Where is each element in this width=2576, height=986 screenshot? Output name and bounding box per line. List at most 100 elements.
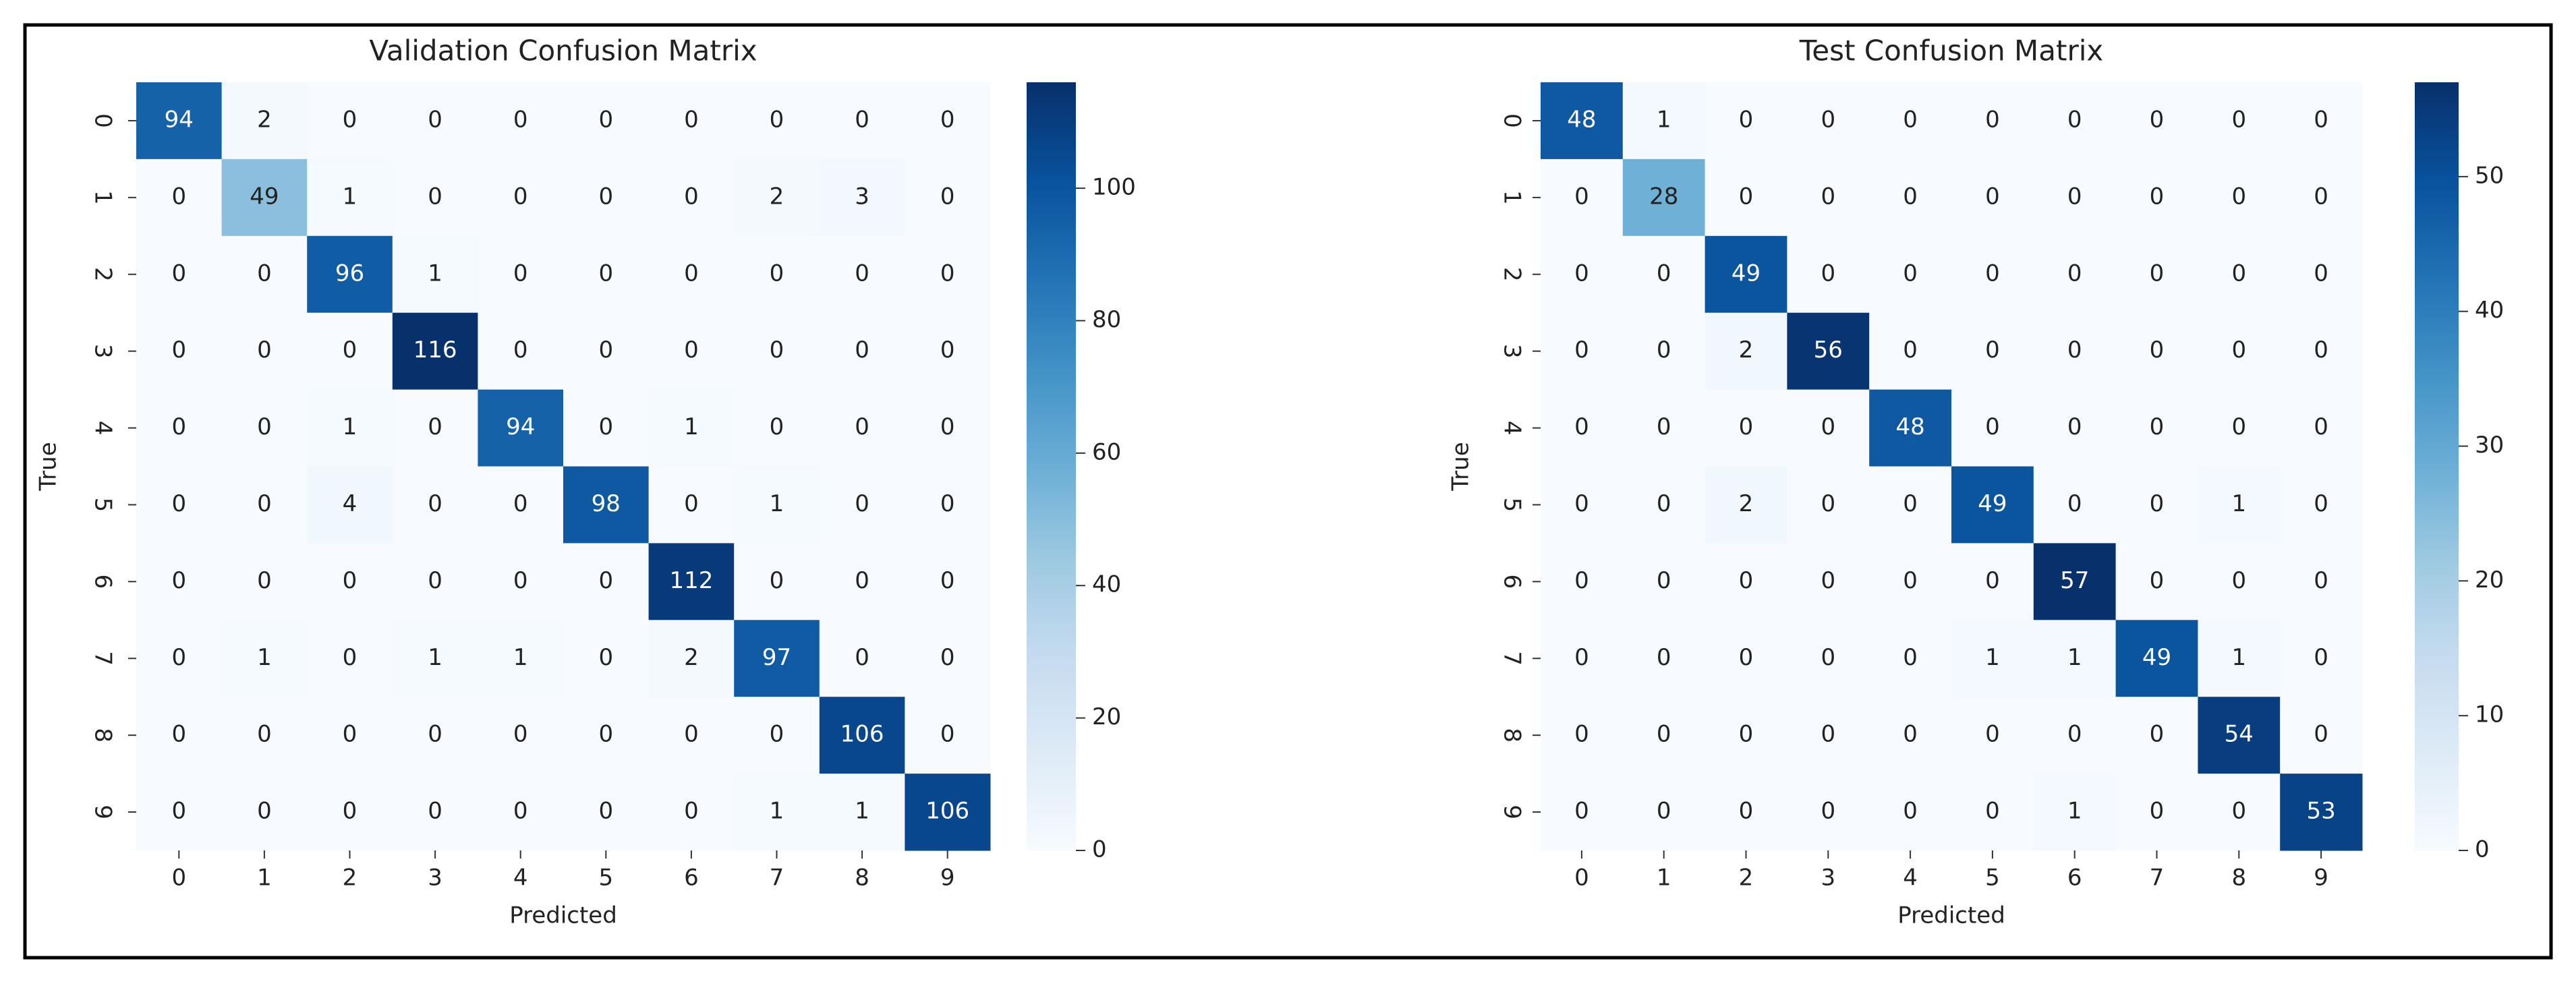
cell-label: 0: [257, 337, 272, 364]
colorbar-tick-label: 80: [1092, 306, 1121, 333]
heatmap-cell: [1869, 389, 1952, 467]
heatmap-cell: [2033, 82, 2117, 160]
cell-label: 0: [1574, 260, 1589, 287]
cell-label: 0: [2150, 337, 2165, 364]
cell-label: 0: [598, 106, 613, 133]
heatmap-cell: [221, 774, 308, 851]
y-tick-label: 0: [90, 113, 117, 128]
cell-label: 0: [1657, 413, 1671, 440]
cell-label: 0: [684, 183, 699, 210]
heatmap-cell: [819, 466, 905, 544]
cell-label: 0: [1903, 798, 1918, 825]
cell-label: 49: [1731, 260, 1761, 287]
cell-label: 4: [343, 490, 357, 517]
cell-label: 106: [840, 721, 884, 748]
heatmap-cell: [734, 466, 820, 544]
cell-label: 0: [2314, 567, 2328, 594]
cell-label: 0: [598, 644, 613, 671]
cell-label: 0: [855, 567, 869, 594]
colorbar: [2415, 82, 2459, 850]
cell-label: 112: [669, 567, 713, 594]
cell-label: 0: [1985, 106, 2000, 133]
heatmap-cell: [221, 697, 308, 774]
heatmap-cell: [1541, 82, 1624, 160]
cell-label: 0: [1821, 721, 1835, 748]
heatmap-cell: [2033, 389, 2117, 467]
heatmap-cell: [563, 543, 650, 620]
heatmap-cell: [2115, 466, 2198, 544]
heatmap-cell: [2280, 158, 2363, 237]
heatmap-cell: [1622, 620, 1706, 697]
heatmap-cell: [563, 312, 650, 390]
cell-label: 0: [1985, 567, 2000, 594]
heatmap-cell: [1869, 82, 1952, 160]
heatmap-cell: [563, 235, 650, 314]
cell-label: 0: [513, 721, 528, 748]
cell-label: 0: [2231, 260, 2246, 287]
cell-label: 0: [1739, 413, 1754, 440]
cell-label: 0: [2314, 413, 2328, 440]
cell-label: 0: [940, 490, 955, 517]
cell-label: 0: [598, 798, 613, 825]
heatmap-cell: [1869, 774, 1952, 851]
heatmap-cell: [563, 389, 650, 467]
cell-label: 0: [1903, 567, 1918, 594]
heatmap-cell: [563, 697, 650, 774]
cell-label: 0: [770, 567, 784, 594]
x-tick-label: 6: [2067, 865, 2082, 892]
cell-label: 0: [343, 106, 357, 133]
cell-label: 0: [940, 260, 955, 287]
heatmap-cell: [563, 774, 650, 851]
cell-label: 0: [1739, 183, 1754, 210]
cell-label: 0: [1739, 567, 1754, 594]
heatmap-cell: [1951, 774, 2034, 851]
heatmap-cell: [2033, 543, 2117, 620]
heatmap-cell: [1622, 389, 1706, 467]
cell-label: 1: [257, 644, 272, 671]
heatmap-cell: [648, 82, 735, 160]
x-tick-label: 1: [257, 865, 272, 892]
cell-label: 0: [257, 413, 272, 440]
heatmap-cell: [2033, 312, 2117, 390]
cell-label: 0: [2314, 183, 2328, 210]
heatmap-cell: [1951, 158, 2034, 237]
cell-label: 0: [940, 644, 955, 671]
heatmap-cell: [1787, 312, 1870, 390]
cell-label: 116: [413, 337, 457, 364]
heatmap-cell: [905, 312, 991, 390]
heatmap-cell: [1951, 235, 2034, 314]
cell-label: 0: [1574, 567, 1589, 594]
cell-label: 0: [2231, 183, 2246, 210]
heatmap-cell: [136, 466, 223, 544]
heatmap-cell: [1541, 697, 1624, 774]
cell-label: 0: [2067, 413, 2082, 440]
heatmap-cell: [734, 697, 820, 774]
heatmap-cell: [1869, 312, 1952, 390]
cell-label: 0: [1903, 183, 1918, 210]
chart-title: Validation Confusion Matrix: [369, 34, 757, 67]
cell-label: 106: [925, 798, 969, 825]
heatmap-cell: [2033, 466, 2117, 544]
heatmap-cell: [221, 466, 308, 544]
cell-label: 1: [1657, 106, 1671, 133]
heatmap-cell: [1869, 235, 1952, 314]
heatmap-cell: [648, 620, 735, 697]
heatmap-cell: [905, 82, 991, 160]
cell-label: 1: [2231, 644, 2246, 671]
heatmap-cell: [2115, 697, 2198, 774]
heatmap-cell: [221, 235, 308, 314]
cell-label: 0: [1574, 183, 1589, 210]
cell-label: 0: [1574, 798, 1589, 825]
cell-label: 0: [855, 413, 869, 440]
cell-label: 0: [428, 413, 442, 440]
cell-label: 0: [940, 413, 955, 440]
heatmap-cell: [648, 235, 735, 314]
cell-label: 0: [770, 260, 784, 287]
cell-label: 0: [1903, 721, 1918, 748]
cell-label: 1: [513, 644, 528, 671]
cell-label: 0: [684, 490, 699, 517]
cell-label: 0: [940, 183, 955, 210]
cell-label: 49: [2142, 644, 2171, 671]
heatmap-cell: [819, 389, 905, 467]
